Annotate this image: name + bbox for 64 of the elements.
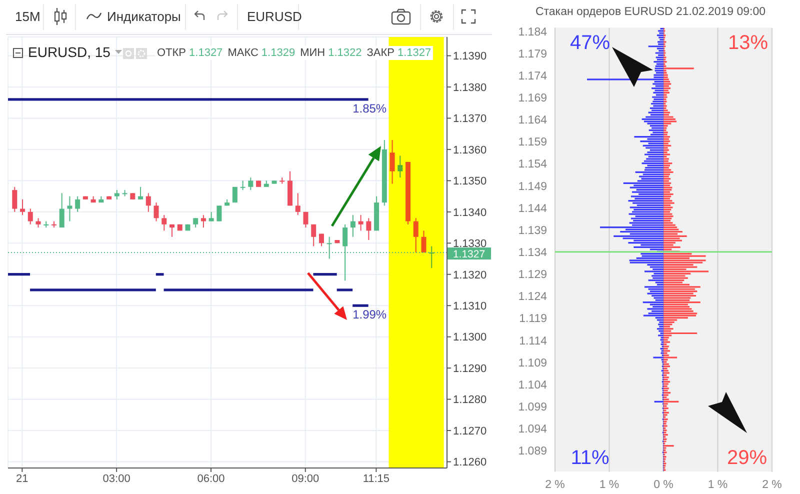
annotation: 13%: [728, 32, 768, 54]
annotation: МИН: [300, 47, 326, 59]
y-tick-label: 1.159: [518, 136, 547, 149]
y-tick-label: 1.1280: [453, 394, 487, 406]
y-tick-label: 1.1290: [453, 362, 487, 375]
y-tick-label: 1.1320: [453, 269, 487, 282]
ref-line-label: 1.1327: [452, 248, 486, 260]
annotation: 1.1327: [189, 47, 223, 59]
annotation: 47%: [570, 32, 610, 54]
y-tick-label: 1.184: [518, 26, 548, 38]
annotation: 11%: [570, 447, 610, 469]
y-tick-label: 1.099: [518, 401, 547, 414]
x-tick-label: 2 %: [545, 478, 565, 491]
y-tick-label: 1.1390: [453, 50, 487, 63]
y-tick-label: 1.164: [518, 114, 548, 127]
x-tick-label: 0 %: [654, 478, 674, 491]
y-tick-label: 1.1360: [453, 144, 487, 156]
text: Индикаторы: [107, 9, 181, 24]
y-tick-label: 1.1260: [453, 456, 487, 469]
y-tick-label: 1.174: [518, 70, 548, 82]
y-tick-label: 1.1370: [453, 113, 487, 126]
y-tick-label: 1.1380: [453, 82, 487, 94]
y-tick-label: 1.1300: [453, 332, 487, 344]
y-tick-label: 1.104: [518, 379, 548, 392]
y-tick-label: 1.134: [518, 246, 548, 259]
y-tick-label: 1.1270: [453, 425, 487, 438]
x-tick-label: 11:15: [362, 472, 390, 485]
y-tick-label: 1.1350: [453, 176, 487, 188]
annotation: 1.99%: [352, 308, 387, 322]
annotation: 29%: [726, 447, 768, 469]
y-tick-label: 1.1310: [453, 300, 487, 312]
y-tick-label: 1.109: [518, 357, 547, 370]
y-tick-label: 1.179: [518, 48, 547, 60]
y-tick-label: 1.169: [518, 92, 547, 105]
y-tick-label: 1.1330: [453, 238, 487, 250]
x-tick-label: 06:00: [197, 472, 225, 485]
annotation: МАКС: [228, 47, 258, 59]
annotation: 1.1329: [261, 47, 296, 59]
annotation: ЗАКР: [366, 47, 394, 59]
y-tick-label: 1.1340: [453, 206, 487, 219]
y-tick-label: 1.089: [518, 446, 547, 458]
y-tick-label: 1.144: [518, 202, 548, 215]
x-tick-label: 2 %: [762, 478, 782, 491]
x-tick-label: 1 %: [599, 478, 620, 491]
x-tick-label: 09:00: [292, 472, 320, 485]
annotation: ОТКР: [157, 47, 186, 59]
y-tick-label: 1.149: [518, 180, 547, 193]
y-tick-label: 1.094: [518, 424, 548, 436]
annotation: 1.85%: [352, 101, 387, 116]
x-tick-label: 03:00: [102, 472, 130, 485]
x-tick-label: 21: [16, 472, 28, 485]
y-tick-label: 1.129: [518, 269, 547, 282]
text: EURUSD: [247, 9, 302, 24]
annotation: 1.1322: [328, 47, 362, 59]
y-tick-label: 1.114: [519, 335, 548, 348]
chart-title: Стакан ордеров EURUSD 21.02.2019 09:00: [535, 6, 766, 18]
y-tick-label: 1.139: [518, 224, 547, 237]
text: EURUSD, 15: [28, 44, 110, 60]
y-tick-label: 1.154: [518, 158, 548, 171]
y-tick-label: 1.119: [519, 313, 547, 326]
x-tick-label: 1 %: [708, 478, 728, 491]
y-tick-label: 1.124: [518, 291, 548, 304]
annotation: 1.1327: [397, 47, 432, 59]
text: 15M: [15, 9, 40, 24]
